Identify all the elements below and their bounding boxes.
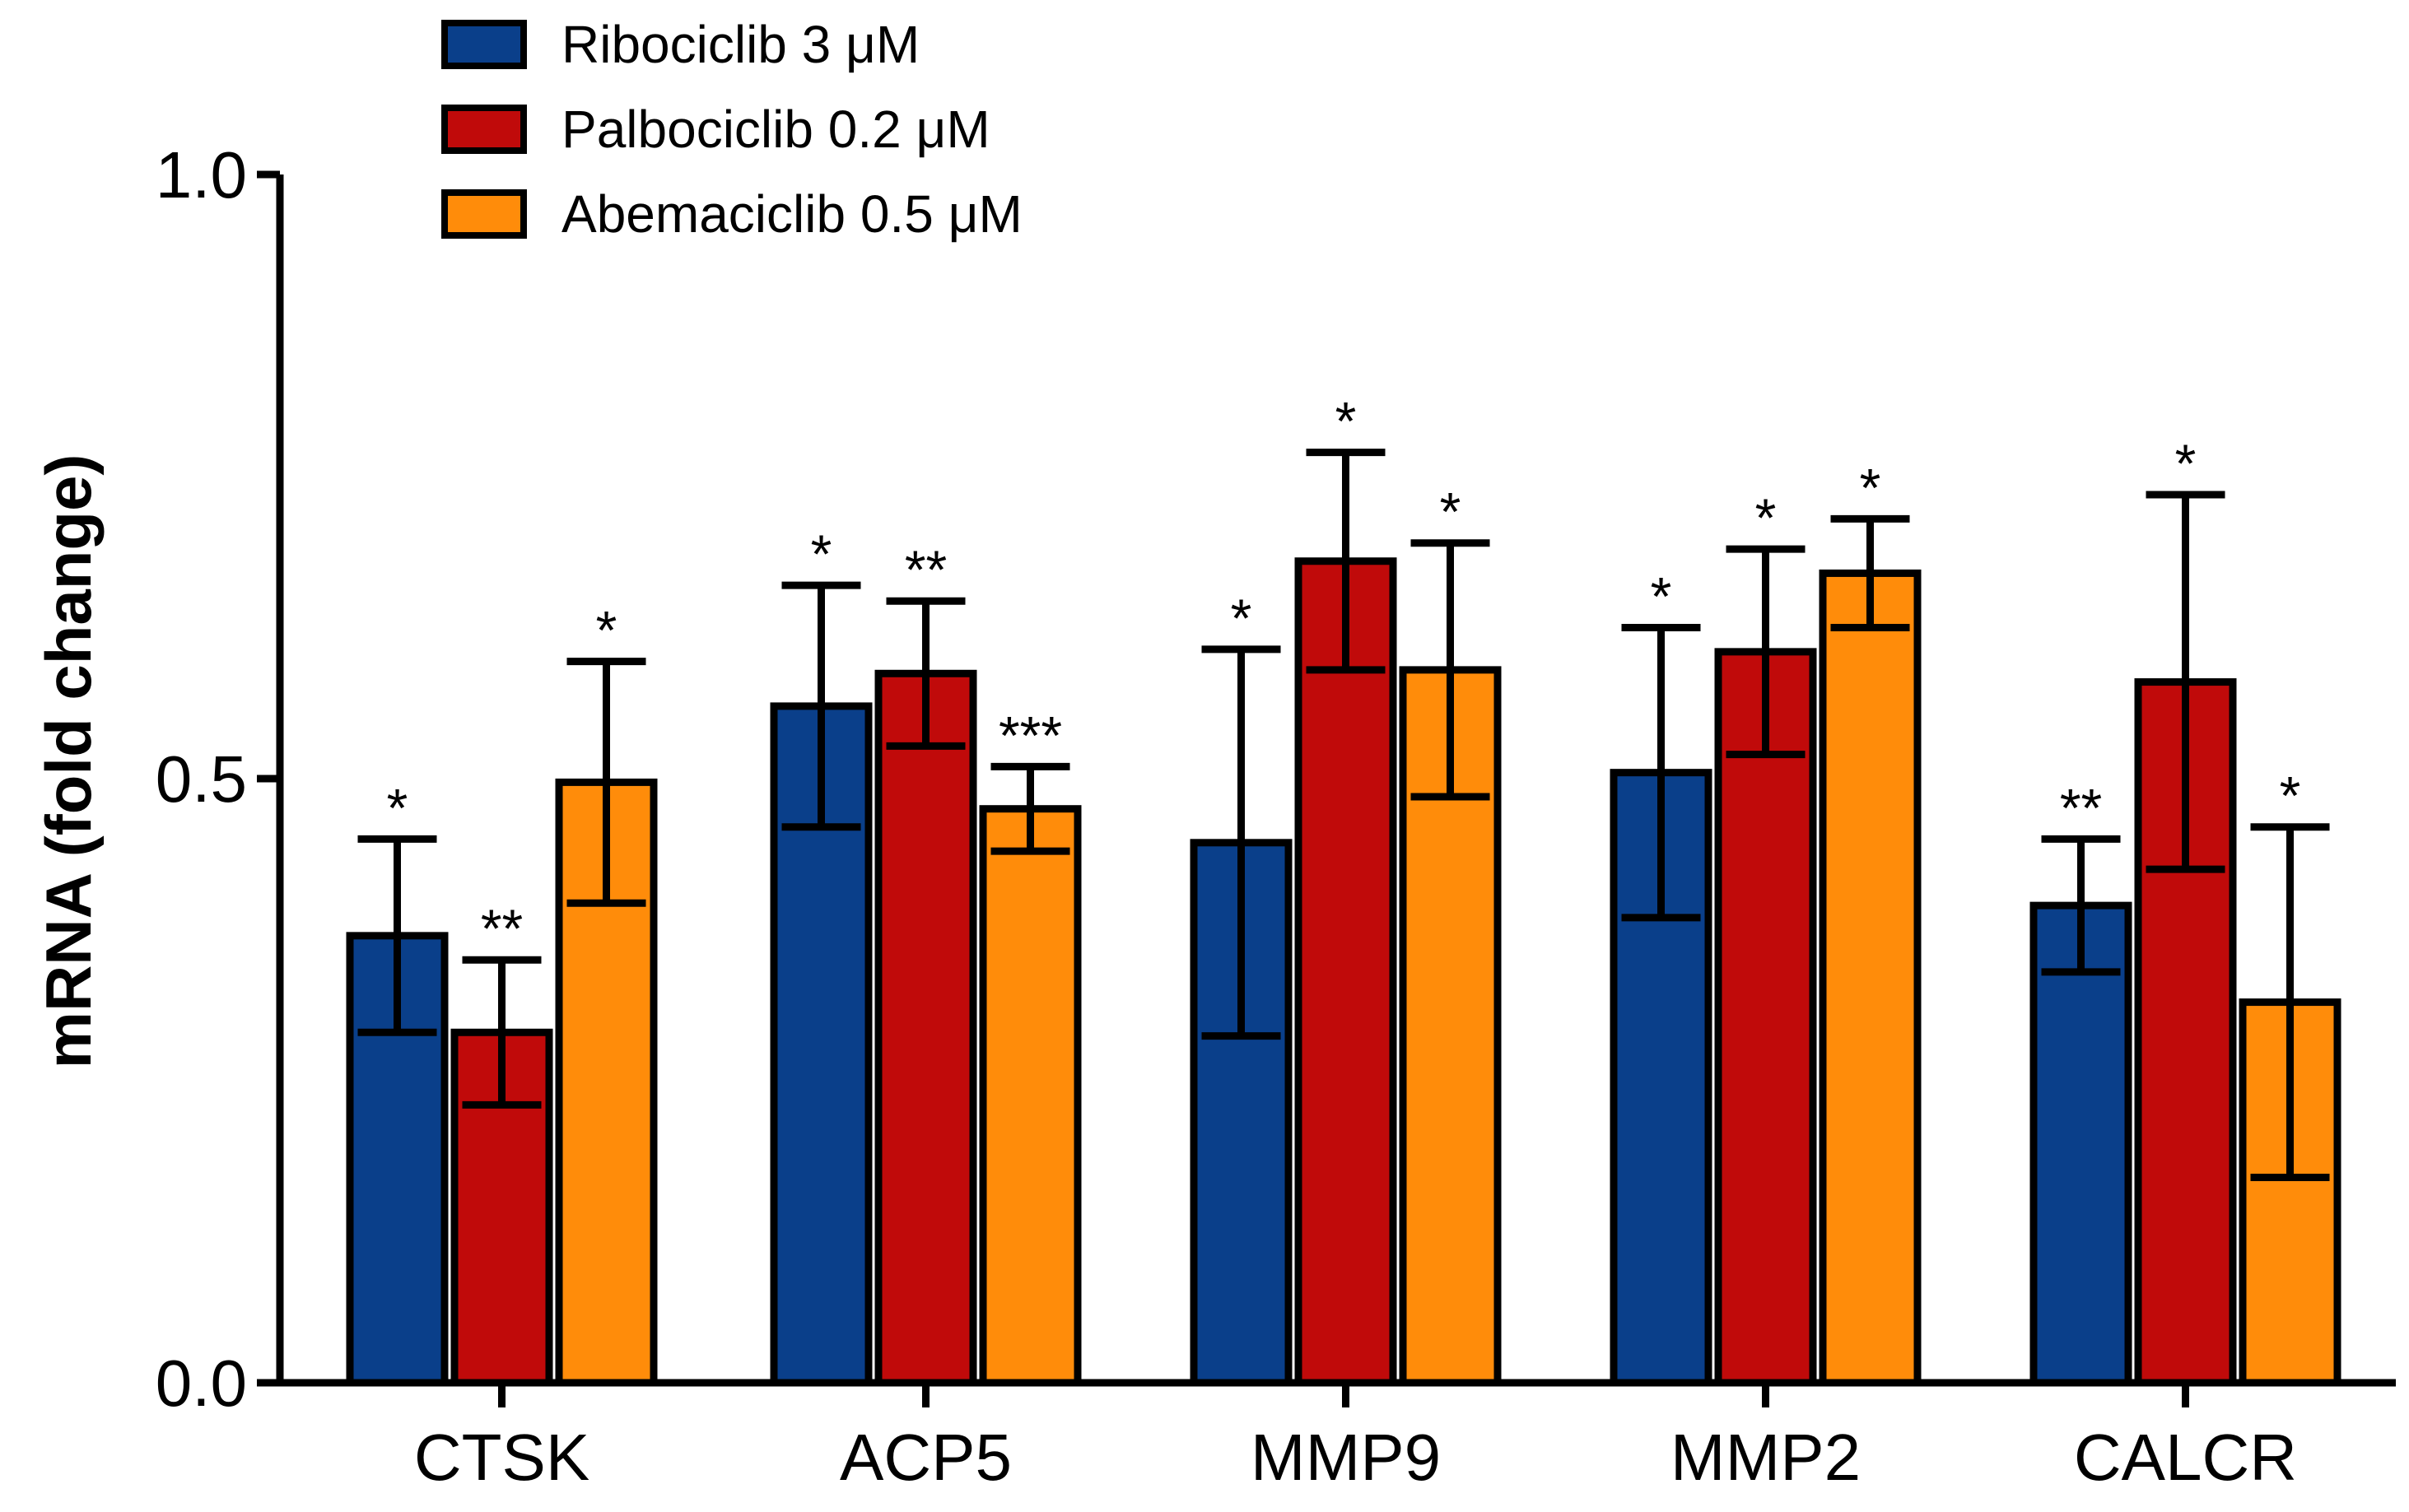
y-tick-label-2: 1.0 [156, 138, 247, 212]
error-bar-mmp9-series-1 [1201, 645, 1281, 1040]
legend-label-2: Palbociclib 0.2 μM [561, 100, 990, 159]
bar-mmp2-series-1 [1610, 769, 1712, 1387]
error-bar-calcr-series-3 [2250, 823, 2330, 1181]
labels-group: *** *************** ** [387, 391, 2301, 960]
error-bar-acp5-series-3 [990, 762, 1070, 855]
error-bar-ctsk-series-1 [357, 835, 437, 1036]
significance-label-calcr-series-2: * [2175, 433, 2197, 494]
significance-label-calcr-series-3: * [2280, 765, 2301, 826]
x-tick-label-acp5: ACP5 [840, 1421, 1012, 1494]
significance-label-acp5-series-1: * [811, 523, 832, 584]
bar-mmp2-series-3 [1819, 569, 1922, 1387]
significance-label-mmp9-series-3: * [1440, 482, 1461, 542]
significance-label-ctsk-series-1: * [387, 777, 408, 838]
bar-mmp9-series-2 [1294, 557, 1397, 1387]
significance-label-ctsk-series-3: * [596, 600, 617, 661]
error-bar-acp5-series-2 [886, 597, 966, 750]
significance-label-mmp2-series-2: * [1755, 487, 1777, 548]
bar-acp5-series-3 [979, 805, 1082, 1387]
y-tick-label-1: 0.5 [156, 742, 247, 816]
bar-calcr-series-1 [2029, 901, 2132, 1387]
significance-label-mmp9-series-2: * [1335, 391, 1357, 452]
legend-swatch-3 [441, 189, 527, 239]
legend-item-3: Abemaciclib 0.5 μM [441, 184, 1023, 244]
error-bar-ctsk-series-2 [462, 956, 542, 1109]
legend: Ribociclib 3 μM Palbociclib 0.2 μM Abemaci… [441, 15, 1023, 244]
error-bar-acp5-series-1 [781, 581, 861, 831]
legend-label-1: Ribociclib 3 μM [561, 15, 920, 74]
bar-acp5-series-2 [874, 669, 977, 1387]
x-tick-label-mmp9: MMP9 [1251, 1421, 1441, 1494]
significance-label-mmp9-series-1: * [1231, 588, 1252, 649]
x-tick-label-calcr: CALCR [2074, 1421, 2297, 1494]
significance-label-calcr-series-1: ** [2060, 777, 2102, 838]
y-axis-label: mRNA (fold change) [32, 454, 105, 1069]
significance-label-mmp2-series-1: * [1651, 566, 1672, 627]
significance-label-mmp2-series-3: * [1860, 457, 1881, 518]
legend-item-1: Ribociclib 3 μM [441, 15, 920, 74]
error-bar-calcr-series-1 [2041, 835, 2121, 976]
bars-group [346, 557, 2341, 1387]
x-tick-label-mmp2: MMP2 [1670, 1421, 1861, 1494]
error-bar-calcr-series-2 [2146, 491, 2225, 873]
y-tick-label-0: 0.0 [156, 1347, 247, 1420]
error-bar-mmp2-series-1 [1621, 624, 1701, 922]
legend-swatch-2 [441, 105, 527, 154]
legend-item-2: Palbociclib 0.2 μM [441, 100, 990, 159]
significance-label-acp5-series-3: *** [999, 705, 1062, 765]
error-bar-mmp2-series-3 [1830, 514, 1910, 631]
legend-swatch-1 [441, 20, 527, 69]
error-bar-mmp9-series-2 [1306, 449, 1386, 674]
error-bar-ctsk-series-3 [566, 658, 646, 907]
error-bar-mmp9-series-3 [1410, 539, 1490, 801]
error-bars-group [357, 449, 2330, 1181]
bar-mmp2-series-2 [1714, 648, 1817, 1387]
significance-label-acp5-series-2: ** [905, 539, 947, 600]
axes: 0.0 0.5 1.0 CTSK ACP5 MMP9 MMP2 CALCR [156, 138, 2396, 1494]
error-bar-mmp2-series-2 [1726, 545, 1806, 759]
x-tick-label-ctsk: CTSK [414, 1421, 589, 1494]
legend-label-3: Abemaciclib 0.5 μM [561, 184, 1023, 244]
significance-label-ctsk-series-2: ** [481, 898, 523, 959]
